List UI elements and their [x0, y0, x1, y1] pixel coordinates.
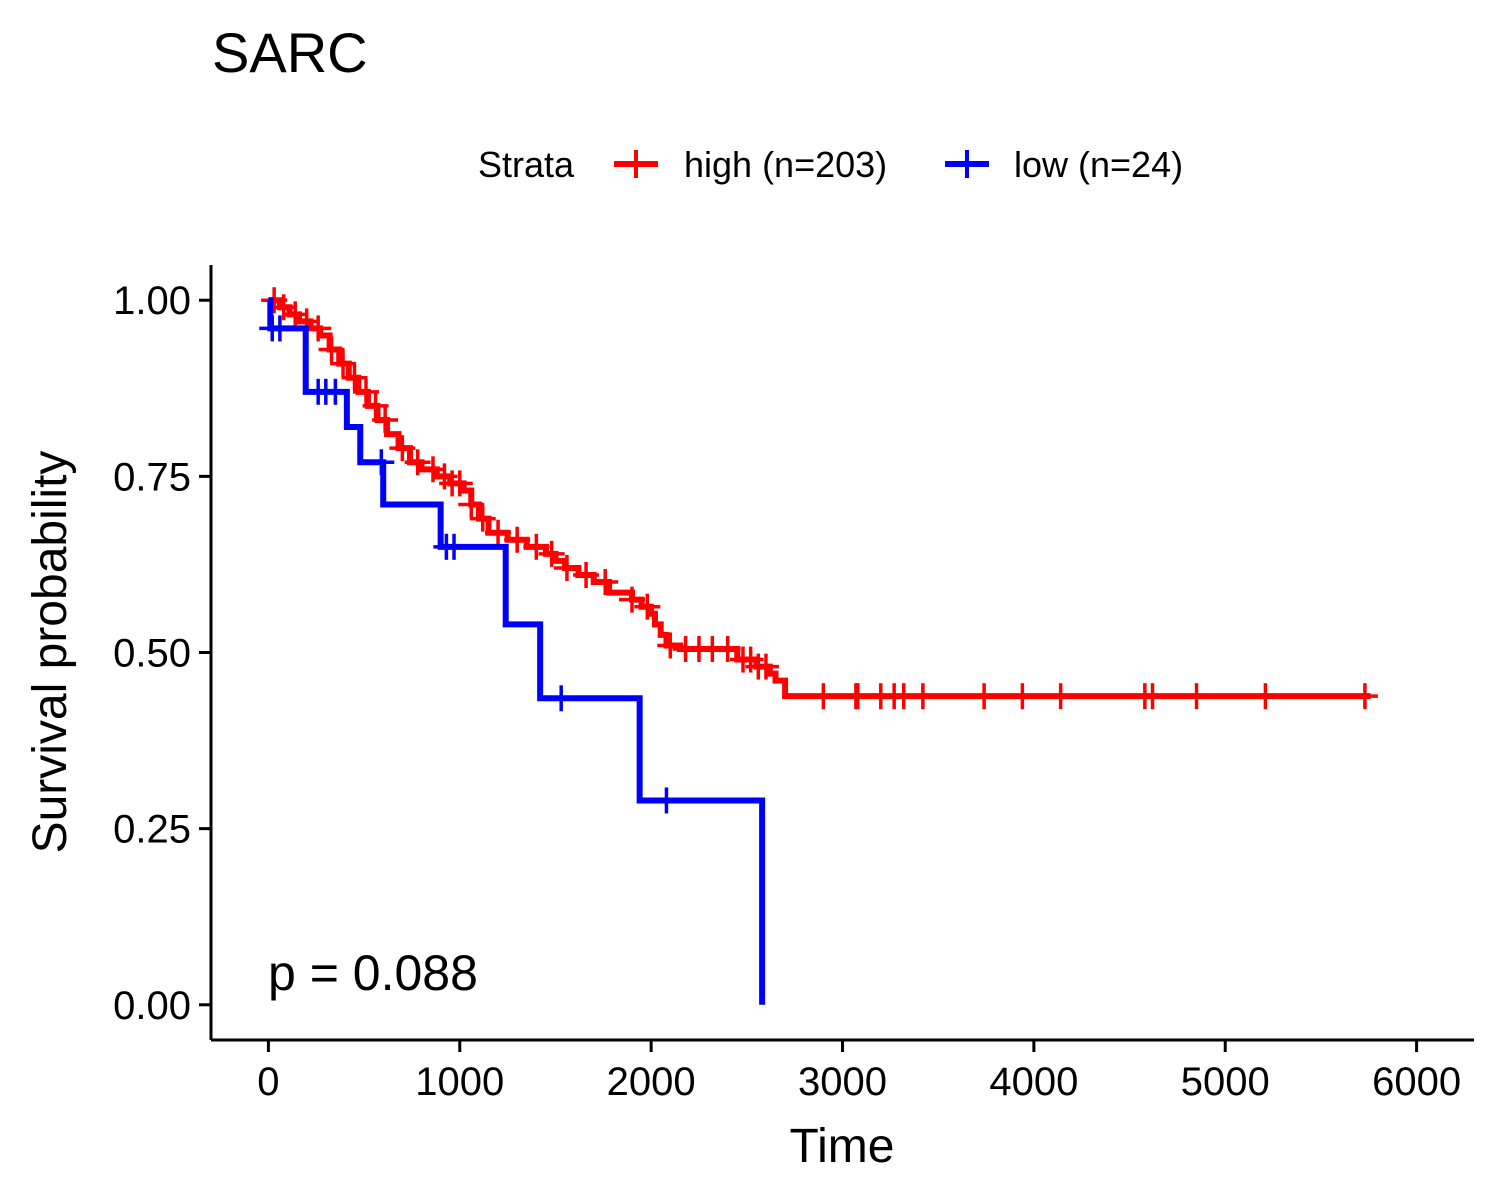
plot-area	[259, 287, 1378, 1005]
x-tick-label: 2000	[607, 1060, 696, 1104]
legend-key-low	[945, 150, 989, 178]
y-axis-title: Survival probability	[24, 451, 77, 854]
x-tick-label: 4000	[989, 1060, 1078, 1104]
legend-label-high: high (n=203)	[684, 144, 887, 185]
legend: Strata high (n=203) low (n=24)	[478, 144, 1183, 185]
y-tick-label: 1.00	[113, 279, 191, 323]
y-tick-label: 0.00	[113, 984, 191, 1028]
survival-curve-low	[267, 297, 766, 1005]
legend-label-low: low (n=24)	[1014, 144, 1183, 185]
x-tick-label: 5000	[1181, 1060, 1270, 1104]
y-tick-label: 0.25	[113, 808, 191, 852]
x-tick-label: 3000	[798, 1060, 887, 1104]
x-axis-title: Time	[790, 1120, 895, 1173]
x-ticks: 0 1000 2000 3000 4000 5000 6000	[257, 1040, 1461, 1104]
legend-key-high	[614, 150, 658, 178]
y-ticks: 0.00 0.25 0.50 0.75 1.00	[113, 279, 211, 1028]
x-tick-label: 0	[257, 1060, 279, 1104]
legend-title: Strata	[478, 144, 575, 185]
p-value-annotation: p = 0.088	[268, 945, 478, 1001]
survival-curve-high	[268, 297, 1371, 700]
y-axis: 0.00 0.25 0.50 0.75 1.00	[113, 265, 213, 1040]
chart-title: SARC	[212, 21, 368, 84]
y-tick-label: 0.50	[113, 632, 191, 676]
x-axis: 0 1000 2000 3000 4000 5000 6000	[211, 1038, 1474, 1104]
x-tick-label: 1000	[415, 1060, 504, 1104]
x-tick-label: 6000	[1372, 1060, 1461, 1104]
y-tick-label: 0.75	[113, 455, 191, 499]
